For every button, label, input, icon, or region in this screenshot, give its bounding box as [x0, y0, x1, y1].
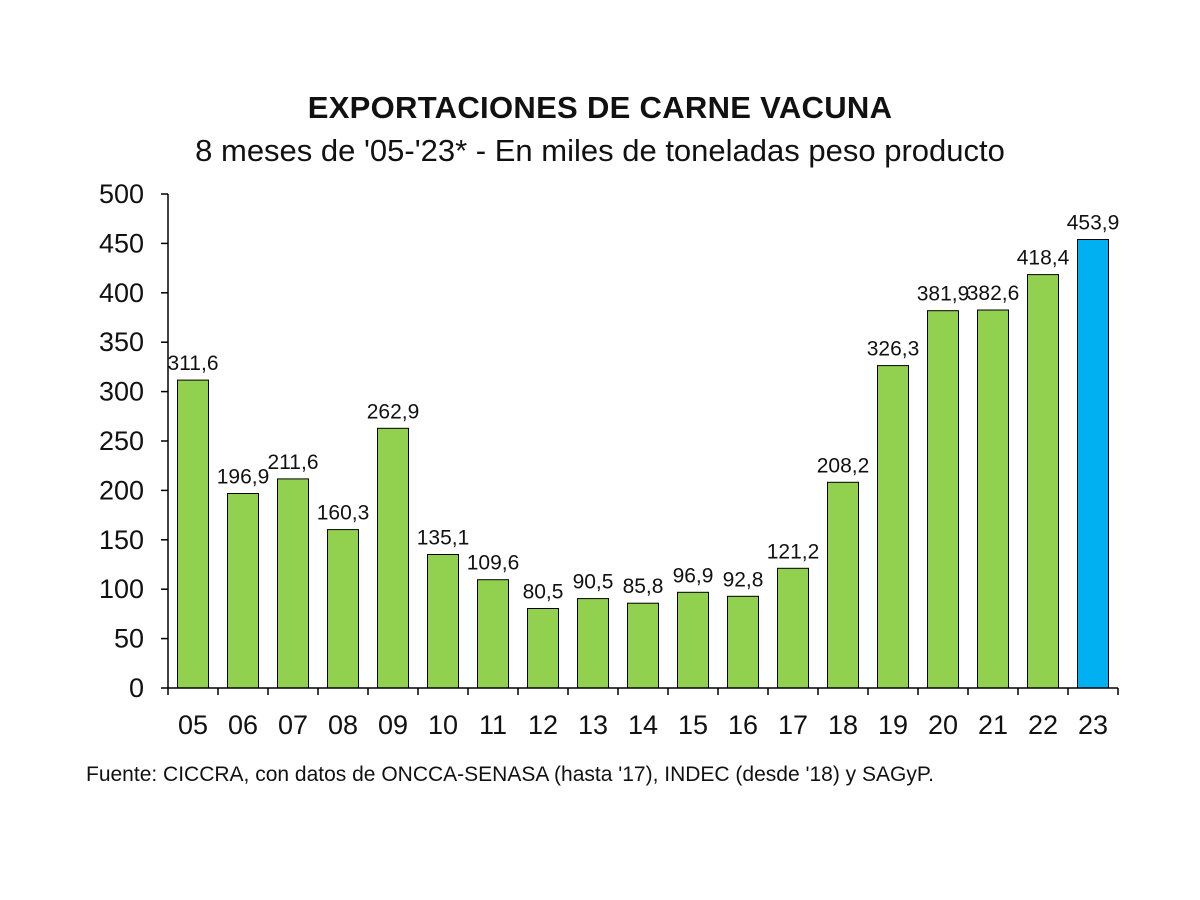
data-label: 262,9 — [367, 400, 420, 423]
x-tick-label: 07 — [278, 710, 308, 740]
data-label: 381,9 — [917, 283, 970, 306]
data-label: 135,1 — [417, 527, 470, 550]
bar-14 — [627, 602, 659, 689]
x-tick-label: 09 — [378, 710, 408, 740]
x-tick-label: 23 — [1078, 710, 1108, 740]
bar-17 — [777, 567, 809, 689]
data-label: 453,9 — [1067, 212, 1120, 235]
x-tick-label: 11 — [479, 710, 507, 740]
data-label: 109,6 — [467, 552, 520, 575]
bar-09 — [377, 427, 409, 689]
x-tick-label: 17 — [778, 710, 808, 740]
data-label: 121,2 — [767, 540, 820, 563]
x-tick-label: 22 — [1028, 710, 1058, 740]
data-label: 92,8 — [723, 568, 764, 591]
data-label: 326,3 — [867, 338, 920, 361]
data-label: 160,3 — [317, 502, 370, 525]
data-label: 96,9 — [673, 564, 714, 587]
chart-subtitle: 8 meses de '05-'23* - En miles de tonela… — [195, 133, 1005, 168]
data-label: 418,4 — [1017, 247, 1070, 270]
x-tick-label: 12 — [528, 710, 558, 740]
bar-13 — [577, 598, 609, 689]
x-tick-label: 14 — [628, 710, 658, 740]
y-tick-label: 450 — [99, 228, 144, 258]
bar-06 — [227, 493, 259, 689]
bar-20 — [927, 310, 959, 689]
x-tick-label: 19 — [878, 710, 908, 740]
bar-22 — [1027, 274, 1059, 689]
x-tick-label: 16 — [728, 710, 758, 740]
bar-12 — [527, 608, 559, 689]
bar-10 — [427, 554, 459, 689]
data-label: 208,2 — [817, 454, 870, 477]
x-tick-label: 08 — [328, 710, 358, 740]
data-label: 85,8 — [623, 575, 664, 598]
bar-05 — [177, 379, 209, 689]
x-tick-label: 05 — [178, 710, 208, 740]
y-tick-label: 100 — [99, 574, 144, 604]
chart-title: EXPORTACIONES DE CARNE VACUNA — [307, 90, 893, 125]
x-tick-label: 20 — [928, 710, 958, 740]
y-tick-label: 50 — [114, 624, 144, 654]
axis-layer: 0 50 100 150 200 250 300 350 400 450 500 05 06 07 08 09… — [99, 179, 1119, 740]
y-tick-label: 0 — [129, 673, 144, 703]
x-tick-label: 06 — [228, 710, 258, 740]
bar-08 — [327, 529, 359, 689]
y-tick-label: 150 — [99, 525, 144, 555]
y-tick-label: 300 — [99, 377, 144, 407]
y-tick-label: 400 — [99, 278, 144, 308]
bar-18 — [827, 481, 859, 689]
bar-21 — [977, 309, 1009, 689]
source-note: Fuente: CICCRA, con datos de ONCCA-SENAS… — [86, 763, 934, 786]
y-tick-label: 500 — [99, 179, 144, 209]
data-label: 196,9 — [217, 465, 270, 488]
y-tick-label: 200 — [99, 475, 144, 505]
bar-07 — [277, 478, 309, 689]
data-label: 382,6 — [967, 282, 1020, 305]
bar-15 — [677, 591, 709, 689]
x-tick-label: 10 — [428, 710, 458, 740]
bar-19 — [877, 365, 909, 689]
x-tick-label: 13 — [578, 710, 608, 740]
bar-11 — [477, 579, 509, 689]
bar-23 — [1077, 239, 1109, 689]
bars-layer — [177, 239, 1109, 689]
y-tick-label: 250 — [99, 426, 144, 456]
x-tick-label: 18 — [828, 710, 858, 740]
bar-16 — [727, 595, 759, 689]
x-tick-label: 21 — [978, 710, 1008, 740]
data-label: 80,5 — [523, 580, 564, 603]
data-label: 211,6 — [268, 451, 319, 474]
y-tick-label: 350 — [99, 327, 144, 357]
data-label: 311,6 — [168, 352, 219, 375]
x-tick-label: 15 — [678, 710, 708, 740]
data-label: 90,5 — [573, 571, 614, 594]
